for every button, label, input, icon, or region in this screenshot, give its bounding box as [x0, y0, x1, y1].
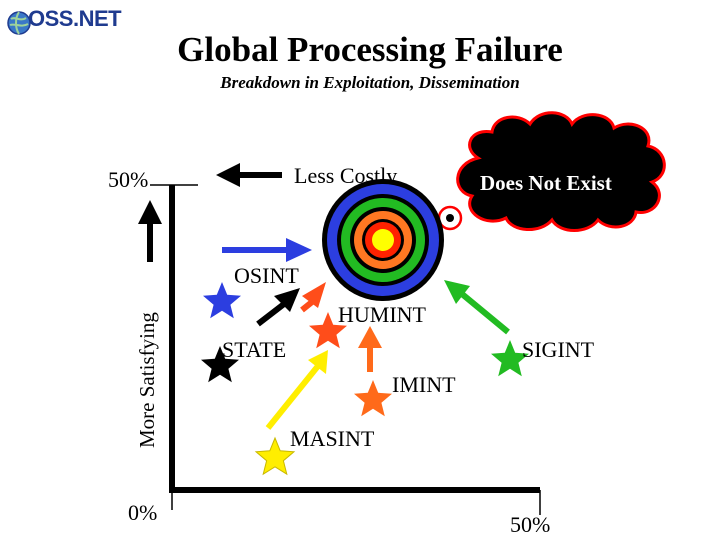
- page-subtitle: Breakdown in Exploitation, Dissemination: [220, 73, 520, 92]
- sigint-arrow: [444, 280, 510, 335]
- sigint-label: SIGINT: [522, 337, 595, 362]
- humint-arrow: [300, 282, 326, 313]
- x-right-label: 50%: [510, 512, 550, 537]
- y-axis-label: More Satisfying: [135, 312, 159, 448]
- humint-star: [309, 312, 347, 349]
- osint-arrow: [222, 238, 312, 262]
- humint-label: HUMINT: [338, 302, 427, 327]
- imint-label: IMINT: [392, 372, 456, 397]
- globe-icon: [7, 11, 31, 35]
- osint-label: OSINT: [234, 263, 299, 288]
- logo: [6, 6, 146, 42]
- does-not-exist-label: Does Not Exist: [480, 171, 612, 195]
- state-label: STATE: [222, 337, 286, 362]
- state-star: [201, 346, 239, 383]
- y-top-label: 50%: [108, 167, 148, 192]
- masint-star: [254, 436, 296, 476]
- imint-arrow: [358, 326, 382, 372]
- thought-bubble-large-dot: [446, 214, 454, 222]
- imint-star: [354, 380, 392, 417]
- origin-label: 0%: [128, 500, 157, 525]
- masint-label: MASINT: [290, 426, 375, 451]
- less-costly-arrow-head: [216, 163, 240, 187]
- state-arrow: [256, 288, 300, 327]
- page-title: Global Processing Failure: [177, 30, 563, 69]
- sigint-star: [491, 340, 529, 377]
- masint-arrow: [265, 350, 328, 430]
- osint-star: [203, 282, 241, 319]
- up-arrow-head: [138, 200, 162, 224]
- target-bullseye: [322, 179, 444, 301]
- does-not-exist-cloud: Does Not Exist: [456, 111, 666, 232]
- logo-text: OSS.NET: [28, 6, 122, 31]
